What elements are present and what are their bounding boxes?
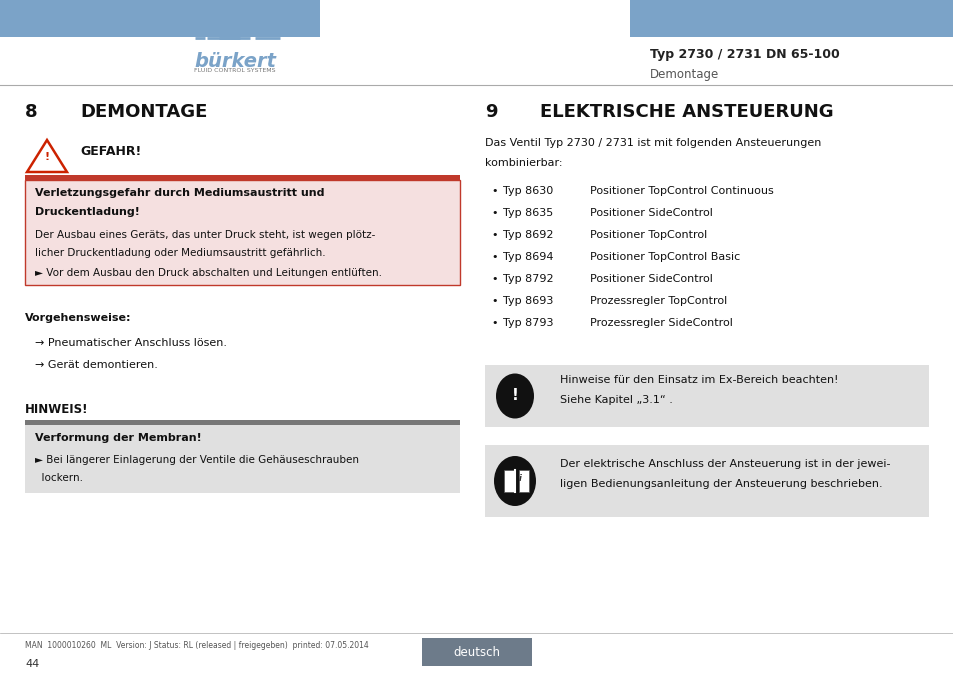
Text: •: • — [491, 230, 497, 240]
Text: Hinweise für den Einsatz im Ex-Bereich beachten!: Hinweise für den Einsatz im Ex-Bereich b… — [559, 375, 838, 385]
Text: kombinierbar:: kombinierbar: — [484, 158, 562, 168]
Text: Typ 8793: Typ 8793 — [502, 318, 553, 328]
Text: Das Ventil Typ 2730 / 2731 ist mit folgenden Ansteuerungen: Das Ventil Typ 2730 / 2731 ist mit folge… — [484, 138, 821, 148]
Text: deutsch: deutsch — [453, 645, 500, 658]
Ellipse shape — [494, 456, 536, 506]
Text: bürkert: bürkert — [193, 52, 275, 71]
Text: Druckentladung!: Druckentladung! — [35, 207, 140, 217]
Text: Typ 2730 / 2731 DN 65-100: Typ 2730 / 2731 DN 65-100 — [649, 48, 839, 61]
Text: •: • — [491, 318, 497, 328]
Ellipse shape — [496, 374, 534, 419]
Text: Typ 8635: Typ 8635 — [502, 208, 553, 218]
Bar — [484, 365, 928, 427]
Text: Positioner SideControl: Positioner SideControl — [589, 208, 712, 218]
Text: Positioner SideControl: Positioner SideControl — [589, 274, 712, 284]
Text: Der Ausbau eines Geräts, das unter Druck steht, ist wegen plötz-: Der Ausbau eines Geräts, das unter Druck… — [35, 230, 375, 240]
Text: •: • — [491, 186, 497, 196]
Text: ELEKTRISCHE ANSTEUERUNG: ELEKTRISCHE ANSTEUERUNG — [539, 103, 833, 121]
Text: ► Bei längerer Einlagerung der Ventile die Gehäuseschrauben: ► Bei längerer Einlagerung der Ventile d… — [35, 455, 358, 465]
Text: Typ 8694: Typ 8694 — [502, 252, 553, 262]
Text: 44: 44 — [25, 659, 39, 669]
Text: !: ! — [45, 151, 50, 162]
Text: •: • — [491, 296, 497, 306]
Text: Typ 8692: Typ 8692 — [502, 230, 553, 240]
Text: Prozessregler SideControl: Prozessregler SideControl — [589, 318, 732, 328]
Polygon shape — [27, 140, 67, 172]
Bar — [503, 470, 514, 492]
Text: DEMONTAGE: DEMONTAGE — [80, 103, 207, 121]
Text: Verformung der Membran!: Verformung der Membran! — [35, 433, 201, 443]
Bar — [484, 445, 928, 517]
Text: •: • — [491, 252, 497, 262]
Bar — [629, 0, 953, 37]
Text: → Pneumatischer Anschluss lösen.: → Pneumatischer Anschluss lösen. — [35, 338, 227, 348]
Text: Typ 8630: Typ 8630 — [502, 186, 553, 196]
Text: Demontage: Demontage — [649, 68, 719, 81]
Bar — [25, 425, 459, 493]
Text: 9: 9 — [484, 103, 497, 121]
Bar — [25, 180, 459, 285]
Text: Positioner TopControl Basic: Positioner TopControl Basic — [589, 252, 740, 262]
Bar — [518, 470, 529, 492]
Text: ► Vor dem Ausbau den Druck abschalten und Leitungen entlüften.: ► Vor dem Ausbau den Druck abschalten un… — [35, 268, 381, 278]
Text: HINWEIS!: HINWEIS! — [25, 403, 89, 416]
Text: licher Druckentladung oder Mediumsaustritt gefährlich.: licher Druckentladung oder Mediumsaustri… — [35, 248, 325, 258]
Text: Prozessregler TopControl: Prozessregler TopControl — [589, 296, 726, 306]
Bar — [421, 638, 532, 666]
Text: •: • — [491, 208, 497, 218]
Bar — [25, 421, 459, 425]
Text: •: • — [491, 274, 497, 284]
Text: Positioner TopControl Continuous: Positioner TopControl Continuous — [589, 186, 773, 196]
Text: Siehe Kapitel „3.1“ .: Siehe Kapitel „3.1“ . — [559, 395, 672, 405]
Text: 8: 8 — [25, 103, 37, 121]
Text: Vorgehensweise:: Vorgehensweise: — [25, 313, 132, 323]
Text: FLUID CONTROL SYSTEMS: FLUID CONTROL SYSTEMS — [194, 68, 275, 73]
Text: Typ 8693: Typ 8693 — [502, 296, 553, 306]
Text: → Gerät demontieren.: → Gerät demontieren. — [35, 360, 157, 370]
Text: Verletzungsgefahr durch Mediumsaustritt und: Verletzungsgefahr durch Mediumsaustritt … — [35, 188, 324, 198]
Text: MAN  1000010260  ML  Version: J Status: RL (released | freigegeben)  printed: 07: MAN 1000010260 ML Version: J Status: RL … — [25, 641, 369, 650]
Text: Der elektrische Anschluss der Ansteuerung ist in der jewei-: Der elektrische Anschluss der Ansteuerun… — [559, 459, 889, 469]
Text: ligen Bedienungsanleitung der Ansteuerung beschrieben.: ligen Bedienungsanleitung der Ansteuerun… — [559, 479, 882, 489]
Text: lockern.: lockern. — [35, 473, 83, 483]
Text: GEFAHR!: GEFAHR! — [80, 145, 141, 158]
Text: Positioner TopControl: Positioner TopControl — [589, 230, 706, 240]
Text: i: i — [518, 474, 521, 483]
Bar — [25, 176, 459, 180]
Text: Typ 8792: Typ 8792 — [502, 274, 553, 284]
Text: !: ! — [511, 388, 517, 404]
Bar — [0, 0, 319, 37]
